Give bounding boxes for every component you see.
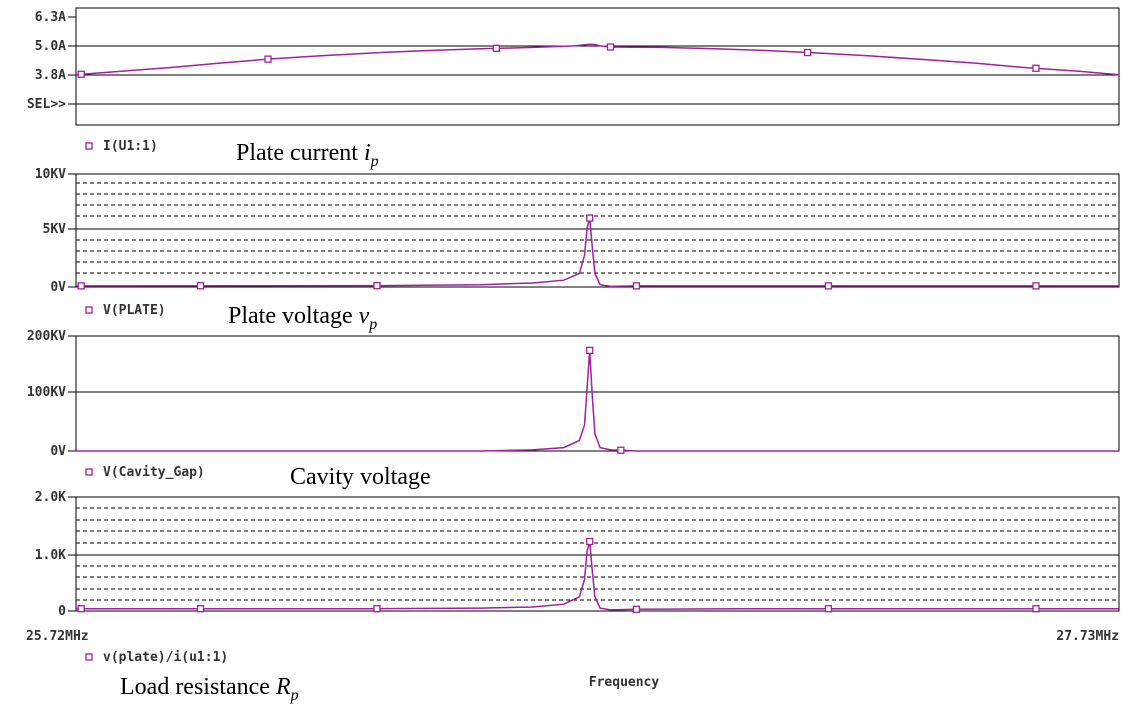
- trace-marker: [196, 605, 205, 613]
- y-tick-label: 0: [58, 604, 66, 619]
- plot-frame: [75, 7, 1120, 126]
- x-axis-end-label: 27.73MHz: [1056, 629, 1119, 644]
- y-tick-label: 200KV: [27, 329, 66, 344]
- plot-frame: [75, 173, 1120, 288]
- legend-marker: [85, 306, 93, 314]
- plot-panels: 6.3A 5.0A 3.8A SEL>> I(U1:1) Plate current ip…: [27, 7, 1120, 704]
- y-tick-label: 3.8A: [35, 68, 66, 83]
- legend-marker: [85, 142, 93, 150]
- plot-panel-4: 2.0K 1.0K 0 v(plate)/i(u1:1) Load resistance…: [35, 490, 1120, 704]
- y-tick-label: 2.0K: [35, 490, 66, 505]
- y-tick-label: 0V: [50, 444, 66, 459]
- legend-marker: [85, 653, 93, 661]
- y-tick-label: 100KV: [27, 385, 66, 400]
- trace-annotation: Load resistance Rp: [120, 674, 299, 704]
- y-tick-label: 5.0A: [35, 39, 66, 54]
- y-tick-label: 6.3A: [35, 10, 66, 25]
- x-axis-start-label: 25.72MHz: [26, 629, 89, 644]
- plot-panel-2: 10KV 5KV 0V V(PLATE) Plate voltage vp: [35, 167, 1120, 333]
- trace-marker: [586, 537, 594, 546]
- trace-marker: [264, 55, 272, 63]
- trace-line: [75, 217, 1119, 288]
- trace-marker: [586, 346, 594, 355]
- trace-marker: [824, 282, 833, 290]
- trace-marker: [824, 605, 833, 613]
- trace-marker: [77, 282, 85, 290]
- trace-marker: [196, 282, 205, 290]
- y-tick-label: SEL>>: [27, 97, 66, 112]
- legend-marker: [85, 468, 93, 476]
- trace-marker: [77, 605, 85, 613]
- legend-trace-label: V(PLATE): [103, 303, 166, 318]
- trace-marker: [1032, 282, 1040, 290]
- trace-marker: [77, 70, 85, 78]
- legend-trace-label: V(Cavity_Gap): [103, 465, 205, 480]
- trace-line: [76, 350, 1119, 452]
- trace-marker: [617, 446, 625, 454]
- trace-marker: [606, 43, 615, 51]
- y-tick-label: 5KV: [43, 222, 67, 237]
- plot-frame: [75, 335, 1120, 452]
- trace-marker: [632, 282, 641, 290]
- trace-marker: [492, 44, 500, 52]
- trace-marker: [1032, 605, 1040, 613]
- plot-panel-3: 200KV 100KV 0V V(Cavity_Gap) Cavity voltage: [27, 329, 1120, 490]
- trace-annotation: Plate voltage vp: [228, 303, 377, 333]
- trace-marker: [373, 281, 381, 290]
- trace-annotation: Plate current ip: [236, 140, 379, 170]
- trace-annotation: Cavity voltage: [290, 464, 431, 490]
- trace-line: [75, 43, 1120, 76]
- trace-marker: [632, 605, 641, 613]
- x-axis-title: Frequency: [589, 675, 660, 690]
- trace-marker: [1032, 64, 1040, 72]
- plot-panel-1: 6.3A 5.0A 3.8A SEL>> I(U1:1) Plate current ip: [27, 7, 1120, 170]
- legend-trace-label: v(plate)/i(u1:1): [103, 650, 228, 665]
- trace-marker: [373, 605, 381, 613]
- trace-line: [76, 541, 1119, 611]
- y-tick-label: 0V: [50, 280, 66, 295]
- y-tick-label: 10KV: [35, 167, 66, 182]
- plot-frame: [75, 496, 1120, 612]
- trace-marker: [804, 48, 812, 57]
- y-tick-label: 1.0K: [35, 548, 66, 563]
- legend-trace-label: I(U1:1): [103, 139, 158, 154]
- trace-marker: [586, 214, 594, 222]
